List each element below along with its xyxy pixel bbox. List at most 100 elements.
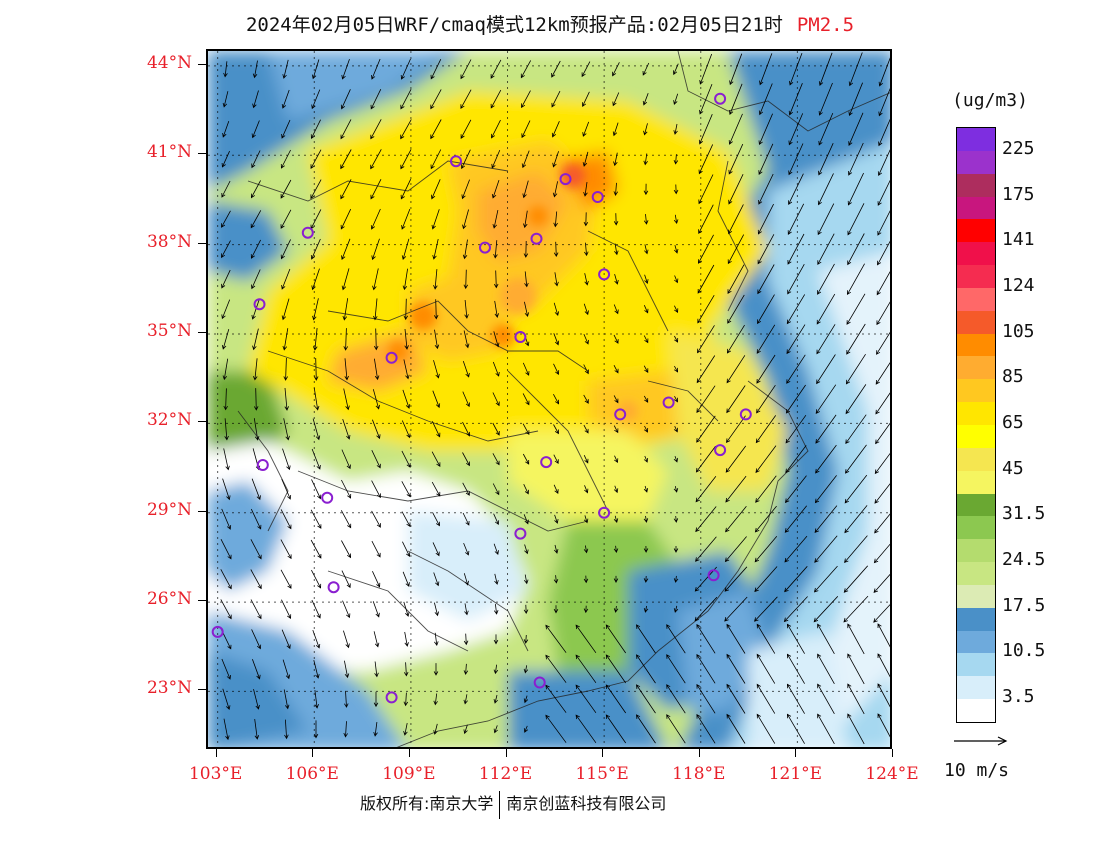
lat-tick	[198, 63, 206, 65]
lon-label: 115°E	[575, 764, 629, 784]
wind-arrow	[673, 93, 679, 106]
lon-label: 103°E	[188, 764, 243, 784]
wind-arrow	[523, 665, 529, 674]
wind-arrow	[785, 445, 807, 474]
wind-arrow	[612, 92, 620, 107]
wind-arrow	[754, 536, 778, 563]
wind-arrow	[220, 569, 232, 590]
wind-arrow	[584, 485, 589, 494]
wind-arrow	[343, 328, 349, 351]
wind-arrow	[583, 212, 589, 227]
wind-arrow	[817, 653, 835, 684]
wind-arrow	[371, 480, 381, 499]
wind-arrow	[464, 603, 469, 616]
wind-arrow	[521, 90, 531, 109]
wind-arrow	[250, 508, 262, 530]
wind-arrow	[280, 239, 291, 260]
wind-arrow	[371, 540, 381, 558]
wind-arrow	[551, 90, 561, 108]
wind-arrow	[252, 358, 258, 381]
colorbar-segment	[957, 447, 995, 472]
wind-arrow	[342, 298, 349, 321]
wind-arrow	[694, 596, 718, 622]
wind-arrow	[787, 203, 805, 235]
wind-arrow	[784, 566, 808, 593]
wind-arrow	[433, 299, 439, 320]
station-marker	[662, 396, 675, 409]
wind-arrow	[643, 485, 649, 493]
wind-arrow	[434, 632, 439, 647]
wind-arrow	[552, 181, 558, 198]
wind-arrow	[846, 323, 866, 355]
wind-arrow	[223, 718, 230, 741]
wind-arrow	[490, 59, 502, 79]
wind-arrow	[404, 631, 409, 647]
wind-arrow	[463, 542, 470, 556]
lon-tick	[505, 749, 507, 757]
wind-arrow	[280, 569, 292, 589]
wind-arrow	[340, 510, 352, 529]
station-marker	[707, 569, 720, 582]
colorbar	[956, 127, 996, 723]
wind-arrow	[340, 208, 352, 230]
wind-arrow	[403, 723, 408, 736]
wind-arrow	[816, 293, 836, 325]
wind-arrow	[283, 689, 290, 710]
wind-arrow	[848, 82, 863, 117]
wind-arrow	[430, 119, 442, 140]
wind-arrow	[523, 484, 529, 495]
station-marker	[739, 408, 752, 421]
wind-arrow	[223, 388, 228, 411]
wind-arrow	[878, 88, 890, 117]
wind-arrow	[813, 596, 839, 623]
wind-arrow	[847, 713, 865, 745]
wind-arrow	[462, 360, 470, 378]
wind-arrow	[491, 119, 501, 139]
wind-arrow	[524, 271, 529, 288]
station-markers	[211, 92, 752, 704]
wind-arrow	[521, 120, 531, 139]
lat-label: 32°N	[146, 410, 192, 431]
wind-arrow	[281, 478, 292, 500]
wind-arrow	[583, 333, 589, 345]
station-marker	[385, 691, 398, 704]
wind-arrow	[724, 596, 748, 622]
wind-arrow	[463, 269, 469, 290]
wind-arrow	[725, 445, 747, 473]
wind-arrow	[786, 653, 805, 684]
wind-arrow	[613, 213, 619, 226]
wind-arrow	[644, 274, 649, 284]
colorbar-label: 124	[1002, 274, 1035, 296]
wind-arrow	[845, 353, 866, 385]
wind-arrow	[817, 233, 835, 266]
wind-arrow	[462, 391, 470, 408]
wind-arrow	[403, 298, 409, 321]
colorbar-segment	[957, 493, 995, 517]
wind-arrow	[370, 208, 381, 230]
wind-arrow	[434, 329, 440, 350]
wind-arrow	[783, 596, 808, 623]
wind-arrow	[402, 541, 411, 558]
wind-arrow	[643, 305, 649, 314]
wind-arrow	[757, 203, 774, 235]
wind-arrow	[614, 273, 619, 285]
lat-tick	[198, 331, 206, 333]
station-marker	[385, 351, 398, 364]
wind-arrow	[401, 450, 411, 468]
wind-arrow	[222, 120, 230, 138]
wind-arrow	[462, 512, 470, 526]
lon-tick	[215, 749, 217, 757]
colorbar-label: 45	[1002, 457, 1024, 479]
wind-arrow	[311, 448, 321, 470]
wind-arrow	[695, 506, 717, 533]
lon-tick	[408, 749, 410, 757]
wind-arrow	[847, 172, 864, 206]
wind-arrow	[725, 475, 747, 503]
wind-arrow	[222, 688, 231, 710]
colorbar-label: 225	[1002, 137, 1035, 159]
title-main: 2024年02月05日WRF/cmaq模式12km预报产品:02月05日21时	[245, 14, 783, 36]
wind-arrow	[433, 360, 440, 379]
wind-scale-label: 10 m/s	[944, 760, 1010, 781]
map-panel[interactable]	[206, 49, 892, 749]
wind-arrow	[280, 209, 292, 229]
